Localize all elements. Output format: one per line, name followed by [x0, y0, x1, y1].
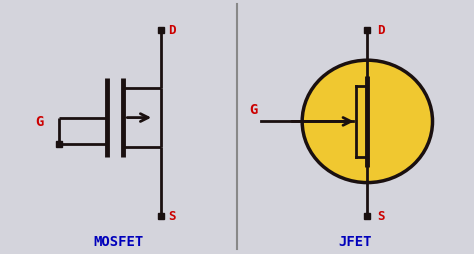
Text: JFET: JFET [339, 234, 372, 248]
Text: G: G [249, 102, 257, 116]
Text: D: D [168, 24, 176, 37]
Text: MOSFET: MOSFET [93, 234, 144, 248]
Text: S: S [168, 210, 176, 222]
Text: S: S [377, 210, 384, 222]
Text: G: G [36, 115, 44, 129]
Ellipse shape [302, 61, 433, 183]
Text: D: D [377, 24, 384, 37]
